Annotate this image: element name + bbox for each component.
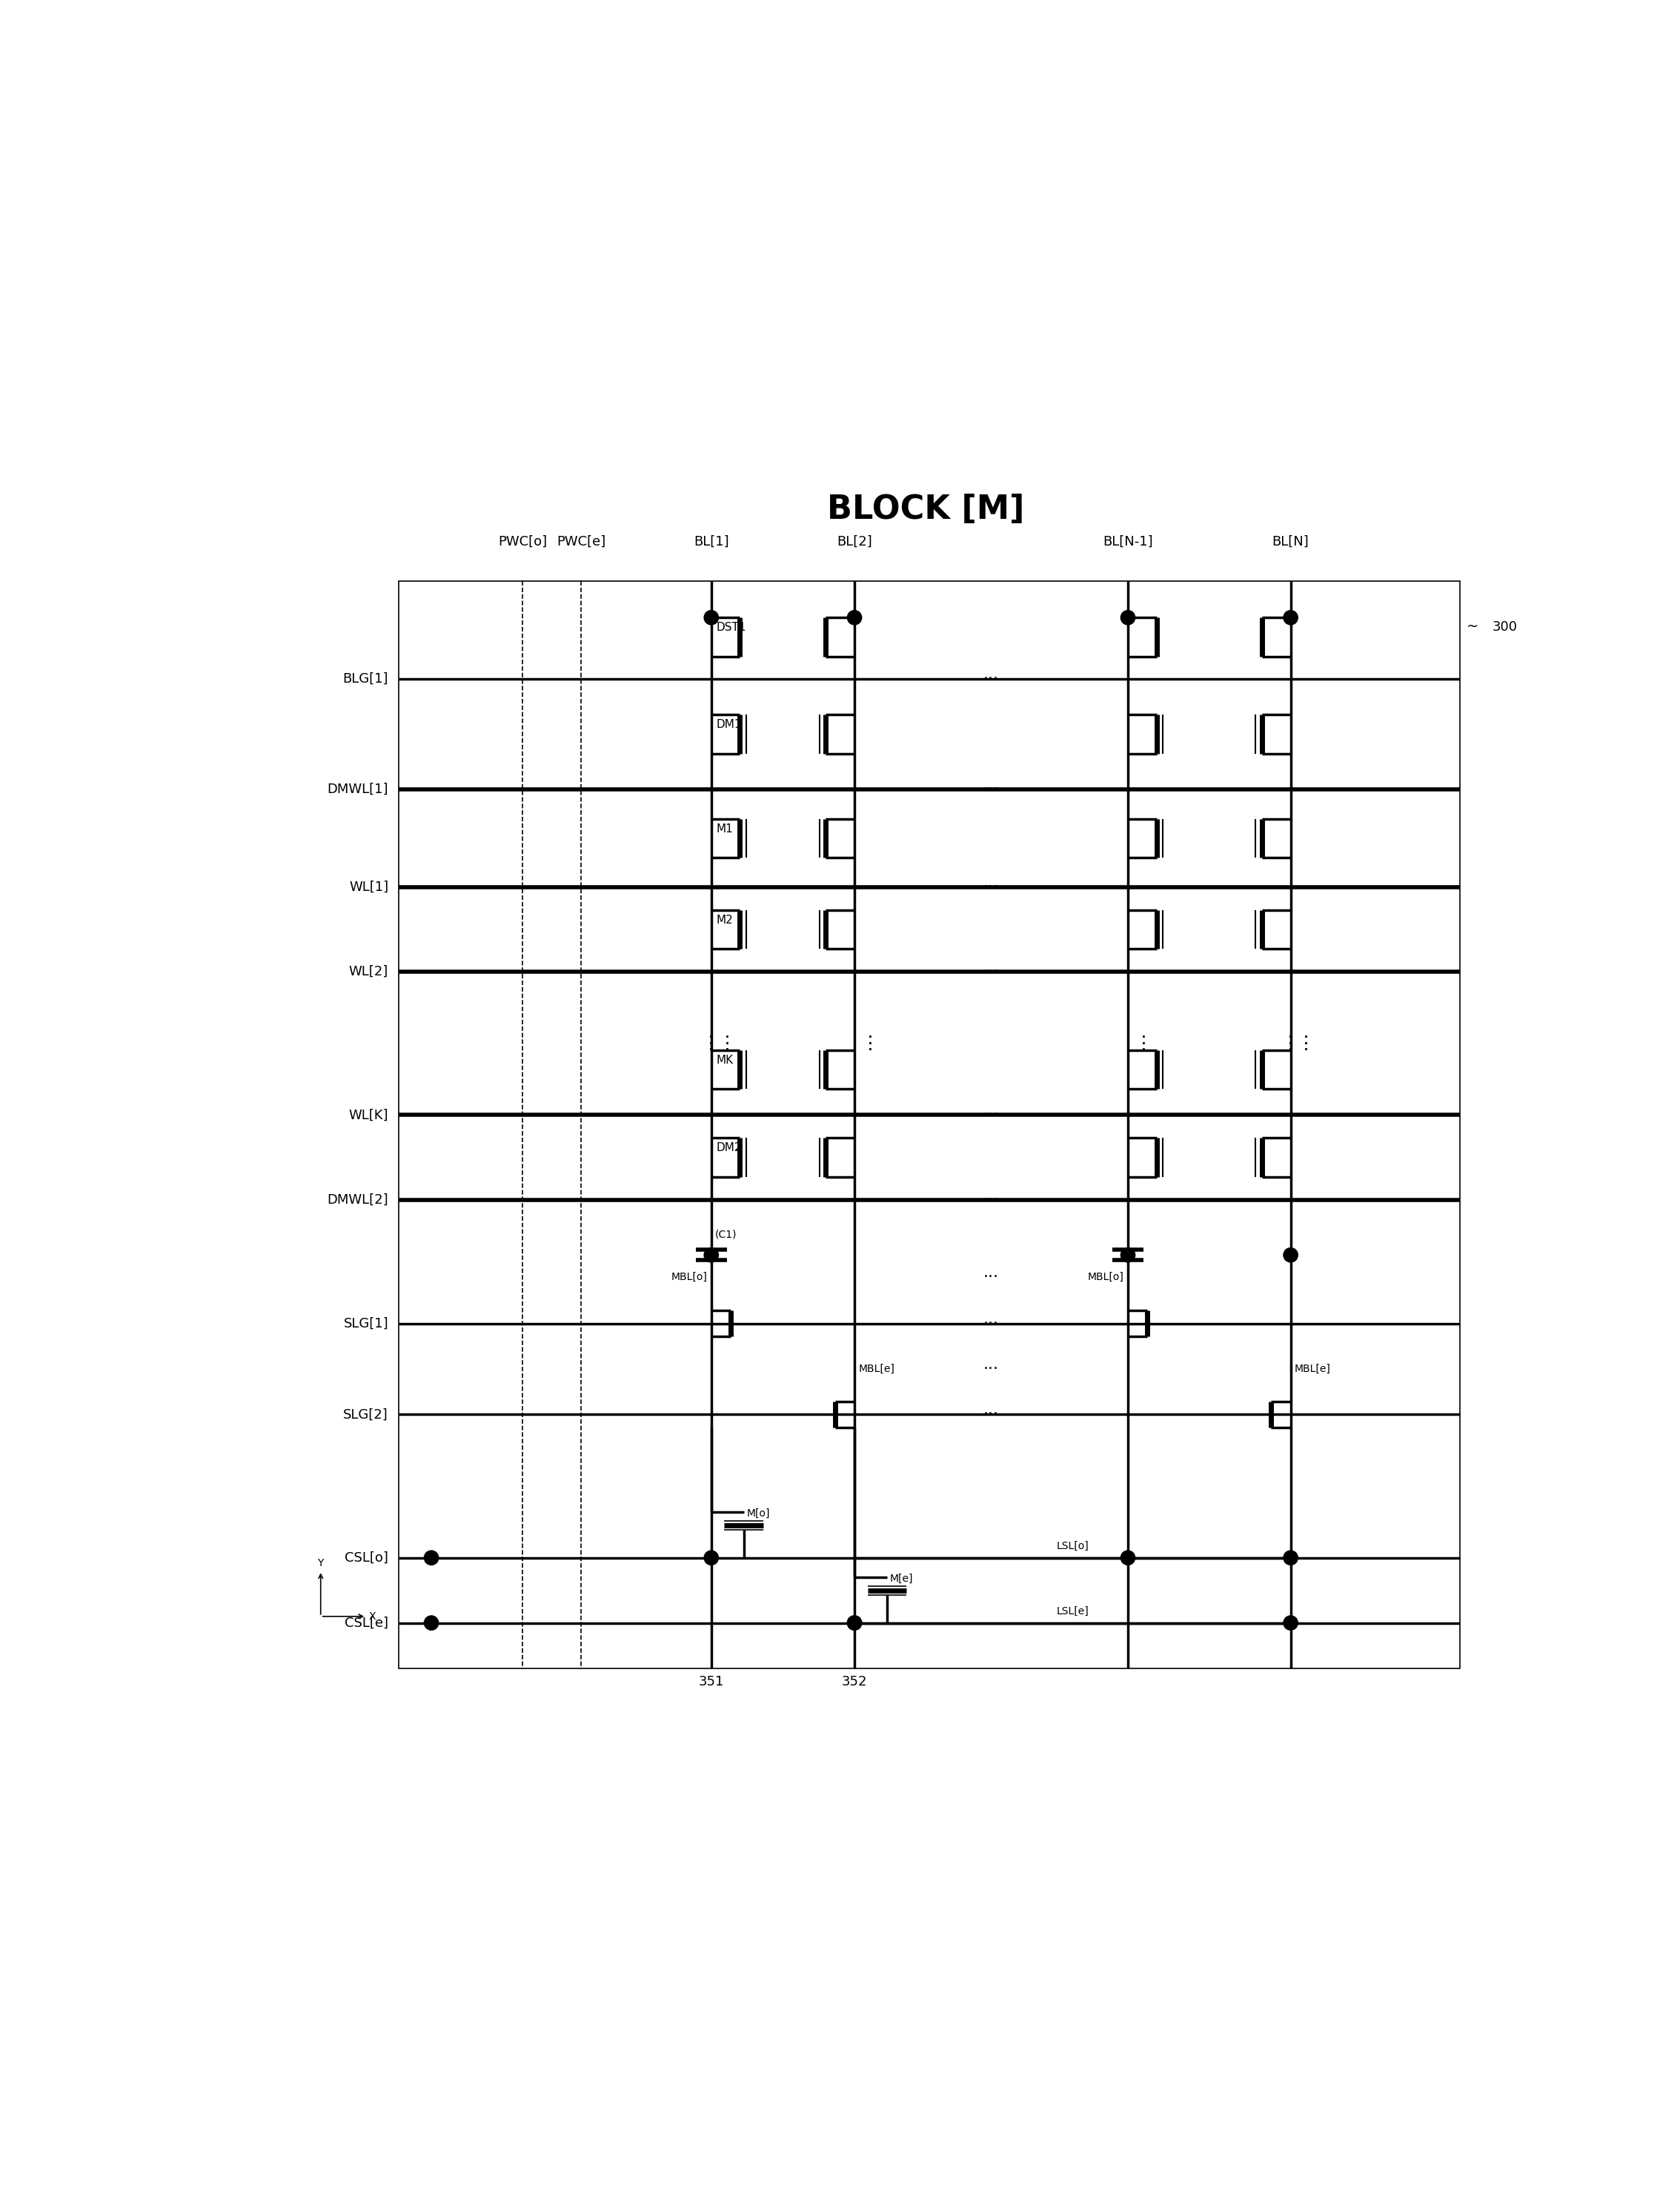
Text: LSL[e]: LSL[e] — [1057, 1605, 1089, 1616]
Text: ⋮: ⋮ — [702, 1036, 721, 1053]
Text: LSL[o]: LSL[o] — [1057, 1541, 1089, 1552]
Text: MK: MK — [716, 1055, 734, 1066]
Text: M[o]: M[o] — [746, 1508, 769, 1519]
Circle shape — [704, 1248, 719, 1263]
Text: 352: 352 — [842, 1676, 867, 1689]
Text: 300: 300 — [1492, 620, 1517, 634]
Circle shape — [1284, 1616, 1299, 1630]
Text: DM1: DM1 — [716, 720, 743, 731]
Circle shape — [1284, 1550, 1299, 1565]
Circle shape — [1121, 609, 1136, 625]
Circle shape — [847, 609, 862, 625]
Text: ···: ··· — [983, 879, 1000, 894]
Text: ···: ··· — [983, 1362, 1000, 1376]
Text: CSL[e]: CSL[e] — [344, 1616, 388, 1630]
Circle shape — [423, 1616, 438, 1630]
Text: BLG[1]: BLG[1] — [343, 671, 388, 684]
Text: DST1: DST1 — [716, 623, 746, 634]
Text: BL[N-1]: BL[N-1] — [1102, 534, 1152, 548]
Text: CSL[o]: CSL[o] — [344, 1552, 388, 1565]
Text: ···: ··· — [983, 671, 1000, 687]
Text: ⋮: ⋮ — [845, 1036, 864, 1053]
Text: 351: 351 — [699, 1676, 724, 1689]
Text: ···: ··· — [983, 1108, 1000, 1122]
Text: (C1): (C1) — [716, 1230, 738, 1239]
Text: ⋮: ⋮ — [1297, 1036, 1315, 1053]
Circle shape — [1121, 1248, 1136, 1263]
Text: MBL[e]: MBL[e] — [1295, 1365, 1331, 1373]
Text: M2: M2 — [716, 914, 734, 925]
Text: BL[N]: BL[N] — [1272, 534, 1309, 548]
Text: WL[1]: WL[1] — [349, 881, 388, 894]
Text: MBL[e]: MBL[e] — [858, 1365, 895, 1373]
Circle shape — [423, 1550, 438, 1565]
Circle shape — [1284, 609, 1299, 625]
Circle shape — [1284, 1248, 1299, 1263]
Text: ···: ··· — [983, 1270, 1000, 1285]
Text: ~: ~ — [1467, 620, 1478, 634]
Text: DMWL[1]: DMWL[1] — [328, 784, 388, 797]
Text: ⋮: ⋮ — [1134, 1036, 1152, 1053]
Text: ···: ··· — [983, 782, 1000, 797]
Text: ⋮: ⋮ — [1119, 1036, 1137, 1053]
Text: BLOCK [M]: BLOCK [M] — [827, 495, 1025, 526]
Text: ⋮: ⋮ — [860, 1036, 879, 1053]
Circle shape — [704, 609, 719, 625]
Text: MBL[o]: MBL[o] — [1087, 1272, 1124, 1283]
Text: SLG[1]: SLG[1] — [343, 1316, 388, 1329]
Circle shape — [1121, 1550, 1136, 1565]
Text: Y: Y — [318, 1559, 324, 1568]
Text: ···: ··· — [983, 965, 1000, 978]
Text: WL[K]: WL[K] — [349, 1108, 388, 1122]
Text: ⋮: ⋮ — [717, 1036, 736, 1053]
Circle shape — [847, 1616, 862, 1630]
Text: PWC[e]: PWC[e] — [556, 534, 605, 548]
Text: MBL[o]: MBL[o] — [670, 1272, 707, 1283]
Circle shape — [847, 1616, 862, 1630]
Text: DMWL[2]: DMWL[2] — [328, 1192, 388, 1206]
Text: DM2: DM2 — [716, 1142, 743, 1153]
Text: X: X — [370, 1612, 376, 1621]
Text: ⋮: ⋮ — [1282, 1036, 1300, 1053]
Circle shape — [704, 1550, 719, 1565]
Text: ···: ··· — [983, 1192, 1000, 1208]
Text: ···: ··· — [983, 1406, 1000, 1422]
Text: ···: ··· — [983, 1316, 1000, 1331]
Text: PWC[o]: PWC[o] — [497, 534, 548, 548]
Bar — [398, 581, 1460, 1669]
Text: WL[2]: WL[2] — [349, 965, 388, 978]
Text: SLG[2]: SLG[2] — [343, 1409, 388, 1422]
Text: M[e]: M[e] — [890, 1574, 912, 1583]
Text: M1: M1 — [716, 824, 734, 835]
Text: BL[2]: BL[2] — [837, 534, 872, 548]
Text: BL[1]: BL[1] — [694, 534, 729, 548]
